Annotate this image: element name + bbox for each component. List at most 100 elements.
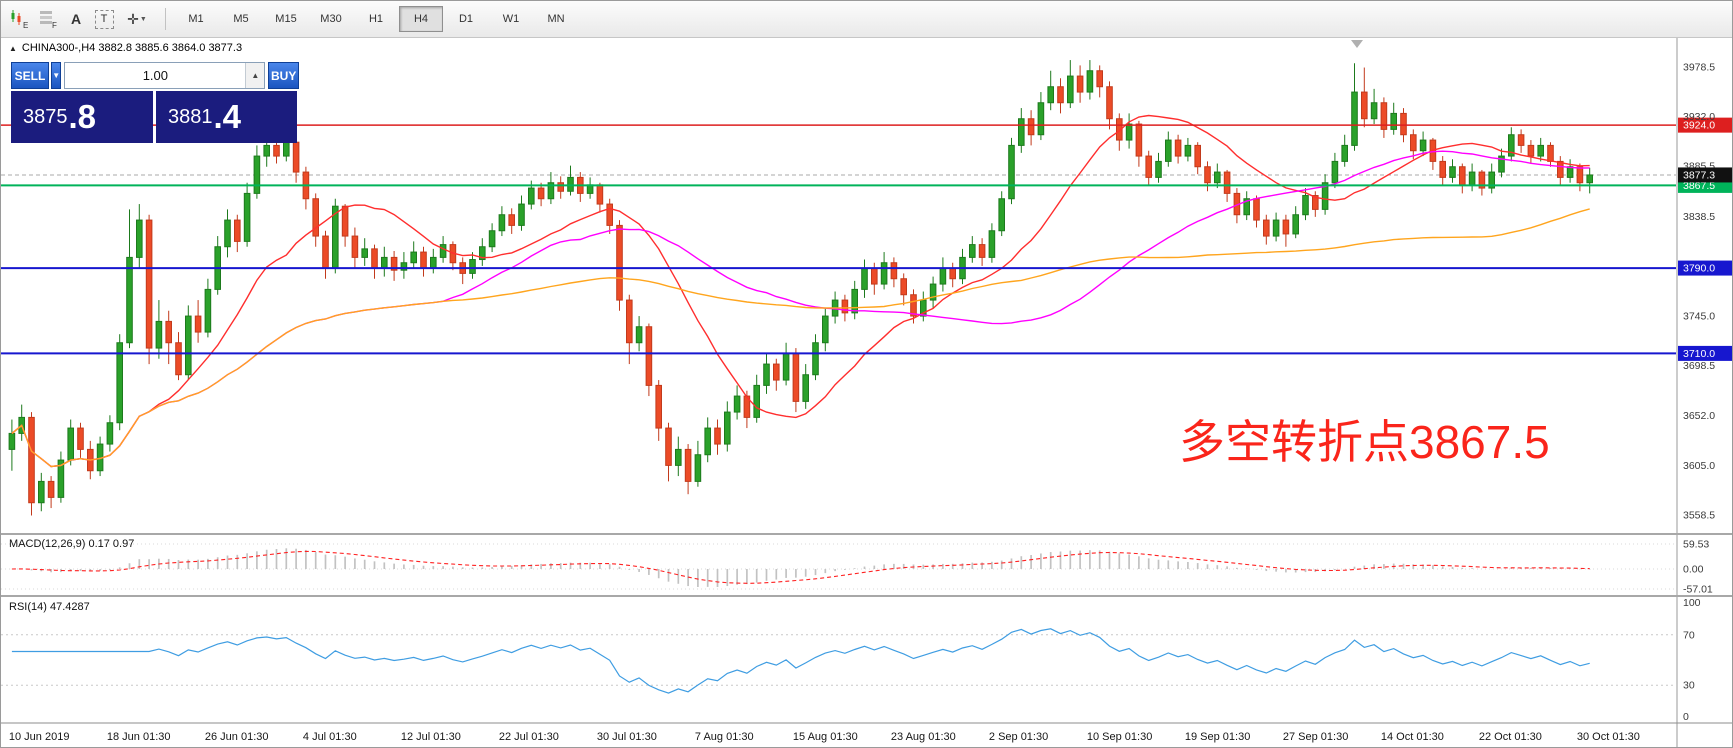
timeframe-button-mn[interactable]: MN [547, 13, 565, 25]
candle-body [978, 244, 986, 258]
trade-panel-controls: SELL ▼ ▲ BUY [11, 62, 299, 89]
timeframe-button-h4[interactable]: H4 [399, 6, 443, 32]
candle-body [1096, 70, 1104, 88]
cursor-mode-icon[interactable]: ✛ ▼ [119, 6, 155, 32]
buy-button[interactable]: BUY [268, 62, 299, 89]
time-axis-label: 26 Jun 01:30 [205, 731, 269, 743]
time-axis-label: 7 Aug 01:30 [695, 731, 754, 743]
candle-body [675, 448, 682, 466]
candle-body [155, 320, 163, 349]
candle-body [165, 320, 172, 344]
candle-body [381, 256, 388, 269]
indicators-icon[interactable]: E [7, 6, 33, 32]
timeframe-button-w1[interactable]: W1 [502, 13, 520, 25]
candle-body [1106, 86, 1113, 120]
collapse-icon[interactable]: ▲ [9, 43, 17, 53]
candle-body [724, 411, 731, 445]
grid-icon[interactable]: F [35, 6, 61, 32]
candle-body [1410, 134, 1417, 152]
rsi-axis-label: 30 [1683, 680, 1695, 692]
candle-body [488, 230, 496, 248]
moving-average-line-15 [11, 114, 1590, 468]
label-icon-glyph: A [70, 11, 82, 27]
buy-price-box[interactable]: 3881 .4 [156, 91, 297, 143]
symbol-header: ▲ CHINA300-,H4 3882.8 3885.6 3864.0 3877… [9, 42, 242, 54]
candle-body [1370, 102, 1378, 120]
candle-body [1380, 102, 1388, 130]
rsi-line [11, 628, 1590, 694]
sell-dropdown-button[interactable]: ▼ [51, 62, 62, 89]
candle-body [1498, 155, 1505, 173]
time-axis-label: 30 Jul 01:30 [597, 731, 657, 743]
price-axis-label: 3652.0 [1683, 410, 1715, 422]
candle-body [479, 246, 486, 261]
price-axis-label: 3978.5 [1683, 62, 1715, 74]
candle-body [1253, 198, 1260, 221]
candle-body [665, 427, 672, 466]
time-axis-label: 2 Sep 01:30 [989, 731, 1048, 743]
candle-body [1576, 166, 1584, 184]
candle-body [1468, 171, 1476, 186]
candle-body [1194, 144, 1202, 168]
candle-body [645, 326, 653, 386]
candle-body [1439, 160, 1447, 178]
candle-body [312, 198, 319, 237]
volume-input[interactable] [65, 63, 246, 88]
time-axis-label: 12 Jul 01:30 [401, 731, 461, 743]
time-axis-label: 22 Jul 01:30 [499, 731, 559, 743]
price-axis-label: 3558.5 [1683, 510, 1715, 522]
candle-body [145, 219, 153, 349]
label-icon[interactable]: A [63, 6, 89, 32]
timeframe-button-m1[interactable]: M1 [188, 13, 204, 25]
candle-body [263, 144, 270, 157]
sell-price-box[interactable]: 3875 .8 [11, 91, 153, 143]
candle-body [900, 278, 908, 296]
candle-body [351, 235, 359, 258]
candle-body [1027, 118, 1035, 136]
candle-body [116, 342, 124, 424]
candle-body [1125, 123, 1133, 141]
time-axis-label: 18 Jun 01:30 [107, 731, 171, 743]
candle-body [439, 244, 447, 258]
chevron-down-icon: ▼ [52, 71, 61, 80]
candle-body [361, 248, 368, 258]
price-axis-label: 3838.5 [1683, 211, 1715, 223]
timeframe-button-d1[interactable]: D1 [458, 13, 474, 25]
candle-body [704, 427, 712, 456]
one-click-trade-panel: SELL ▼ ▲ BUY 3875 .8 3881 .4 [11, 62, 299, 143]
chart-area: 59.53 0.00 -57.01 100 70 30 0 10 Jun 2019 18 Jun… [1, 38, 1732, 747]
candle-body [792, 352, 800, 402]
time-axis-label: 4 Jul 01:30 [303, 731, 357, 743]
timeframe-button-m30[interactable]: M30 [320, 13, 342, 25]
timeframe-button-m15[interactable]: M15 [275, 13, 297, 25]
candle-body [1331, 160, 1339, 184]
candle-body [939, 267, 947, 285]
candle-body [469, 259, 476, 274]
price-line-badge [1678, 117, 1732, 133]
candle-body [194, 315, 202, 333]
candle-body [684, 448, 692, 482]
candle-body [1459, 166, 1466, 186]
chart-scroll-marker-icon[interactable] [1351, 40, 1363, 48]
candle-body [1488, 171, 1496, 189]
textbox-icon[interactable]: T [91, 6, 117, 32]
timeframe-button-h1[interactable]: H1 [368, 13, 384, 25]
candle-body [508, 214, 515, 226]
candle-body [1351, 91, 1358, 146]
candle-body [1527, 144, 1535, 157]
candle-body [841, 299, 849, 314]
candle-body [292, 141, 300, 173]
volume-step-up-button[interactable]: ▲ [245, 63, 265, 88]
candle-body [861, 267, 868, 290]
candle-body [224, 219, 231, 248]
candle-body [822, 315, 829, 344]
macd-axis-label: -57.01 [1683, 584, 1713, 596]
sell-button[interactable]: SELL [11, 62, 50, 89]
candle-body [1292, 214, 1300, 235]
timeframe-button-m5[interactable]: M5 [233, 13, 249, 25]
volume-field-wrap: ▲ [64, 62, 266, 89]
candle-body [910, 294, 917, 317]
candle-body [77, 427, 84, 450]
